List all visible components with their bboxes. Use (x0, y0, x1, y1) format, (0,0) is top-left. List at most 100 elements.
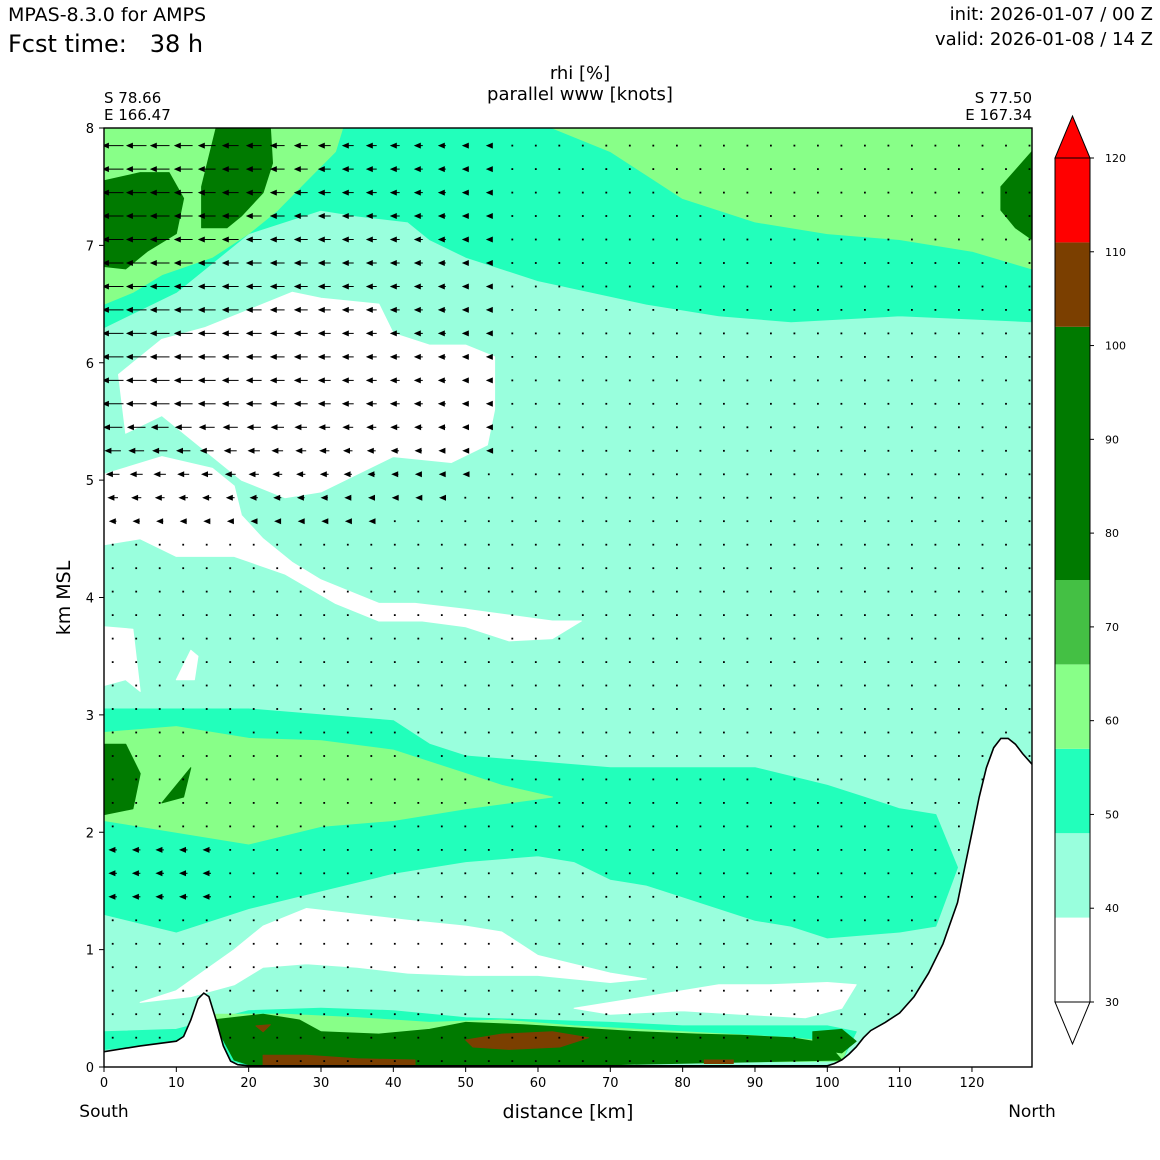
wind-arrow (958, 356, 960, 358)
wind-arrow (1028, 238, 1031, 241)
wind-arrow (652, 966, 655, 969)
wind-arrow (511, 262, 514, 264)
wind-arrow (793, 379, 796, 382)
wind-arrow (911, 919, 913, 922)
wind-arrow (558, 942, 561, 945)
wind-arrow (676, 144, 678, 147)
rh-100-110-low-d (703, 1059, 734, 1064)
wind-arrow (293, 353, 308, 360)
wind-arrow (440, 1013, 443, 1016)
wind-arrow (417, 919, 420, 922)
wind-arrow (365, 377, 377, 384)
wind-arrow (817, 849, 819, 851)
wind-arrow (605, 332, 608, 335)
colorbar-band (1055, 664, 1090, 749)
wind-arrow (699, 802, 702, 804)
wind-arrow (699, 379, 702, 382)
wind-arrow (581, 520, 584, 523)
forecast-time: Fcst time: 38 h (8, 30, 203, 58)
wind-arrow (323, 989, 326, 992)
wind-arrow (1028, 543, 1031, 546)
wind-arrow (934, 919, 937, 922)
wind-arrow (485, 377, 493, 384)
rh-100-110-low-b (262, 1054, 416, 1066)
wind-arrow (723, 1036, 725, 1039)
wind-arrow (652, 919, 655, 922)
wind-arrow (111, 942, 114, 945)
wind-arrow (793, 614, 796, 616)
wind-arrow (462, 424, 469, 431)
wind-arrow (393, 661, 396, 663)
wind-arrow (746, 215, 749, 217)
wind-arrow (628, 849, 631, 851)
wind-arrow (276, 872, 279, 875)
wind-arrow (911, 191, 913, 194)
wind-arrow (276, 661, 279, 663)
wind-arrow (605, 778, 608, 781)
wind-arrow (346, 802, 349, 804)
wind-arrow (581, 942, 584, 945)
wind-arrow (723, 168, 725, 170)
wind-arrow (293, 142, 308, 149)
wind-arrow (293, 236, 308, 243)
colorbar-tick-label: 60 (1105, 715, 1119, 728)
wind-arrow (676, 966, 678, 969)
wind-arrow (487, 1036, 490, 1039)
wind-arrow (746, 989, 749, 992)
wind-arrow (487, 614, 490, 616)
wind-arrow (437, 166, 446, 173)
wind-arrow (485, 260, 493, 266)
rh-30-40-dry-low-b (573, 982, 857, 1019)
wind-arrow (229, 708, 232, 710)
wind-arrow (605, 1036, 608, 1039)
wind-arrow (676, 614, 678, 616)
wind-arrow (981, 567, 984, 570)
wind-arrow (864, 356, 866, 358)
wind-arrow (558, 262, 561, 264)
wind-arrow (793, 637, 796, 640)
wind-arrow (229, 802, 232, 804)
right-end-lon: E 167.34 (965, 106, 1032, 124)
wind-arrow (652, 755, 655, 757)
wind-arrow (276, 590, 279, 593)
wind-arrow (135, 802, 138, 804)
wind-arrow (417, 661, 420, 663)
wind-arrow (417, 966, 420, 969)
wind-arrow (269, 189, 285, 196)
wind-arrow (558, 168, 561, 170)
wind-arrow (464, 825, 467, 828)
wind-arrow (276, 708, 279, 710)
wind-arrow (581, 285, 584, 288)
wind-arrow (558, 872, 561, 875)
wind-arrow (676, 637, 678, 640)
wind-arrow (221, 260, 239, 266)
wind-arrow (158, 966, 161, 969)
wind-arrow (605, 590, 608, 593)
wind-arrow (699, 825, 702, 828)
wind-arrow (366, 447, 376, 454)
wind-arrow (981, 661, 984, 663)
wind-arrow (558, 543, 561, 546)
wind-arrow (864, 849, 866, 851)
wind-arrow (793, 144, 796, 147)
wind-arrow (793, 731, 796, 734)
wind-arrow (205, 919, 208, 922)
colorbar-tick-label: 120 (1105, 152, 1126, 165)
wind-arrow (934, 426, 937, 429)
wind-arrow (1028, 309, 1031, 311)
wind-arrow (840, 637, 843, 640)
wind-arrow (367, 471, 376, 478)
wind-arrow (229, 966, 232, 969)
wind-arrow (365, 166, 377, 173)
wind-arrow (131, 893, 141, 900)
wind-arrow (276, 567, 279, 570)
wind-arrow (581, 919, 584, 922)
wind-arrow (440, 755, 443, 757)
wind-arrow (911, 989, 913, 992)
wind-arrow (487, 966, 490, 969)
wind-arrow (201, 471, 213, 478)
wind-arrow (294, 424, 307, 431)
wind-arrow (652, 825, 655, 828)
wind-arrow (981, 285, 984, 288)
wind-arrow (229, 661, 232, 663)
